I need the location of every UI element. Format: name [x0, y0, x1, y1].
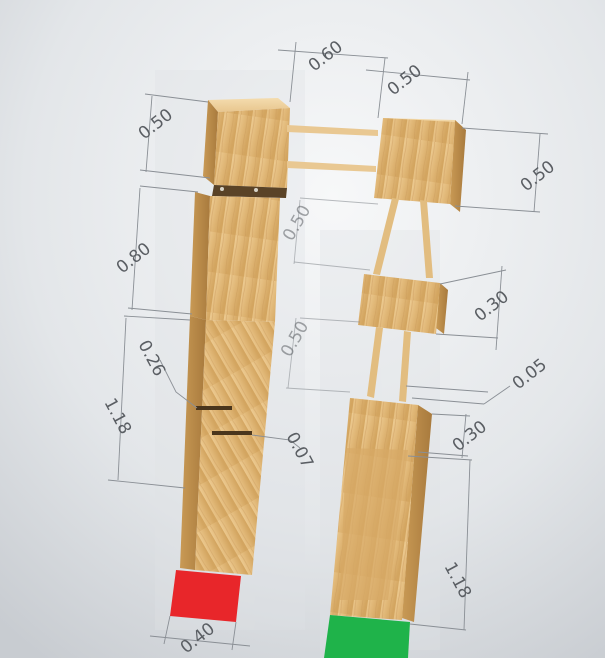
top-rails — [287, 125, 378, 172]
left-top-block-top — [208, 98, 290, 112]
right-leg-assembly — [324, 118, 466, 658]
right-lower-strut-left — [367, 327, 383, 398]
dimension-lines — [107, 41, 549, 651]
left-foot-marker-red — [170, 570, 241, 622]
right-top-block-side — [450, 120, 466, 212]
joint-pin — [254, 188, 258, 192]
right-foot-marker-green — [324, 615, 410, 658]
right-top-block — [374, 118, 455, 204]
left-leg-assembly — [170, 98, 290, 622]
left-leg-shaft — [195, 320, 275, 575]
left-top-block — [214, 108, 290, 188]
left-leg-block-side — [190, 192, 210, 320]
right-upper-strut-right — [420, 200, 433, 278]
right-foot-taper-face — [340, 448, 408, 600]
left-top-block-front — [203, 100, 218, 185]
left-notch-lower — [212, 431, 252, 435]
left-leg-block — [206, 196, 280, 322]
left-notch-upper — [196, 406, 232, 410]
right-middle-block — [358, 274, 440, 334]
right-upper-strut-left — [373, 198, 399, 275]
left-leg-shaft-side — [180, 316, 206, 570]
right-foot-side — [402, 405, 432, 622]
right-lower-strut-right — [399, 331, 411, 402]
left-joint-gap — [212, 185, 287, 198]
joint-pin — [220, 187, 224, 191]
